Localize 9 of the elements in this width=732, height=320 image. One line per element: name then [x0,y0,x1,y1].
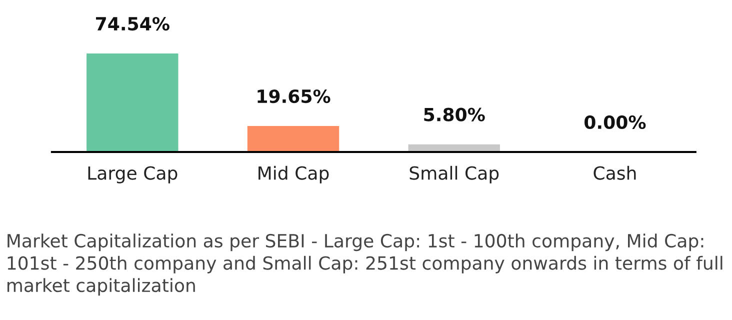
data-label: 19.65% [258,89,330,104]
x-tick-label: Cash [594,166,636,180]
data-label: 5.80% [424,108,485,122]
text: Market Capitalization as per SEBI - Large Cap: 1st - 100th company, Mid Cap: 101st - 250th company and Small Cap: 251st company onwards in terms of full market capitalization [7,234,722,296]
x-tick-label: Small Cap [410,166,499,184]
x-tick-label: Large Cap [88,166,178,184]
x-tick-label: Mid Cap [258,166,329,184]
data-label: 0.00% [584,115,646,130]
data-label: 74.54% [96,16,170,31]
